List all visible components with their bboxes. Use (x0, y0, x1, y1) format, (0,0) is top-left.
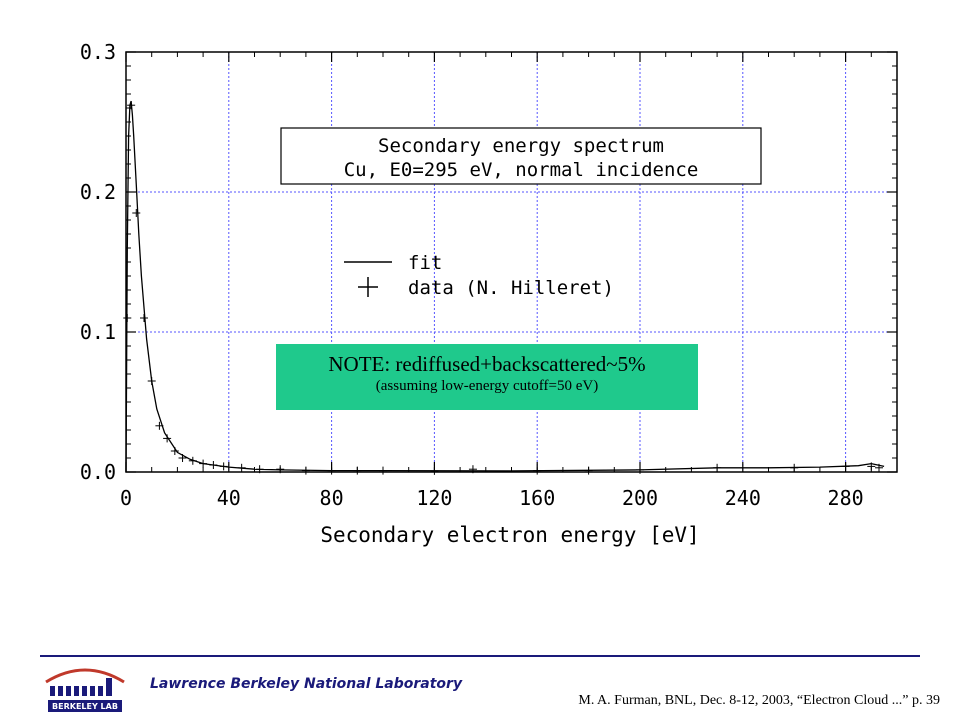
tick-labels: 0 40 80 120 160 200 240 280 0.0 0.1 0.2 0.3 (80, 40, 864, 510)
legend: fit data (N. Hilleret) (344, 252, 614, 299)
footer-rule (40, 655, 920, 657)
data-point (430, 466, 439, 475)
data-point (379, 466, 387, 475)
legend-plus-symbol (358, 277, 378, 297)
grid-lines (126, 52, 897, 472)
citation: M. A. Furman, BNL, Dec. 8-12, 2003, “Ele… (578, 693, 940, 708)
x-tick-label: 160 (519, 486, 555, 510)
x-tick-label: 280 (828, 486, 864, 510)
data-point (790, 463, 799, 472)
note-box: NOTE: rediffused+backscattered~5% (assum… (276, 344, 698, 410)
data-point (713, 463, 722, 472)
data-point (188, 456, 197, 465)
data-point (533, 466, 542, 475)
data-point (170, 447, 179, 455)
data-point (468, 465, 477, 474)
data-point (127, 101, 136, 110)
title-line-2: Cu, E0=295 eV, normal incidence (344, 159, 699, 181)
series-fit (125, 100, 885, 473)
x-tick-label: 200 (622, 486, 658, 510)
lab-name: Lawrence Berkeley National Laboratory (150, 676, 463, 692)
data-point (841, 462, 850, 471)
y-tick-label: 0.2 (80, 180, 116, 204)
data-point (237, 463, 246, 472)
legend-data-label: data (N. Hilleret) (408, 277, 614, 299)
note-main-text: NOTE: rediffused+backscattered~5% (328, 352, 646, 376)
data-point (584, 466, 593, 475)
data-point (301, 466, 310, 475)
x-tick-label: 0 (120, 486, 132, 510)
legend-fit-label: fit (408, 252, 442, 274)
data-point (353, 466, 362, 475)
data-point (219, 462, 228, 471)
data-point (636, 465, 644, 474)
data-point (132, 209, 141, 217)
data-point (327, 466, 336, 475)
x-tick-label: 40 (217, 486, 241, 510)
berkeley-lab-logo: BERKELEY LAB (45, 668, 125, 712)
title-line-1: Secondary energy spectrum (378, 135, 664, 157)
series-data (123, 101, 884, 475)
logo-text: BERKELEY LAB (52, 702, 118, 711)
fit-line (125, 100, 885, 473)
y-tick-label: 0.0 (80, 460, 116, 484)
data-point (155, 421, 164, 430)
data-point (255, 465, 264, 474)
x-tick-label: 120 (416, 486, 452, 510)
data-point (178, 454, 187, 462)
note-sub-text: (assuming low-energy cutoff=50 eV) (375, 378, 599, 394)
data-point (209, 461, 218, 469)
y-tick-label: 0.3 (80, 40, 116, 64)
data-point (123, 314, 132, 322)
x-axis-label: Secondary electron energy [eV] (320, 523, 699, 547)
data-point (199, 459, 208, 468)
data-point (867, 462, 876, 471)
chart: 0 40 80 120 160 200 240 280 0.0 0.1 0.2 0.3 Seconda… (80, 40, 898, 547)
data-point (147, 377, 156, 385)
y-tick-label: 0.1 (80, 320, 116, 344)
x-tick-label: 240 (725, 486, 761, 510)
data-point (875, 463, 884, 472)
data-point (139, 314, 148, 322)
x-tick-label: 80 (320, 486, 344, 510)
data-point (163, 434, 172, 443)
title-box: Secondary energy spectrum Cu, E0=295 eV,… (280, 127, 762, 185)
data-point (276, 465, 285, 474)
